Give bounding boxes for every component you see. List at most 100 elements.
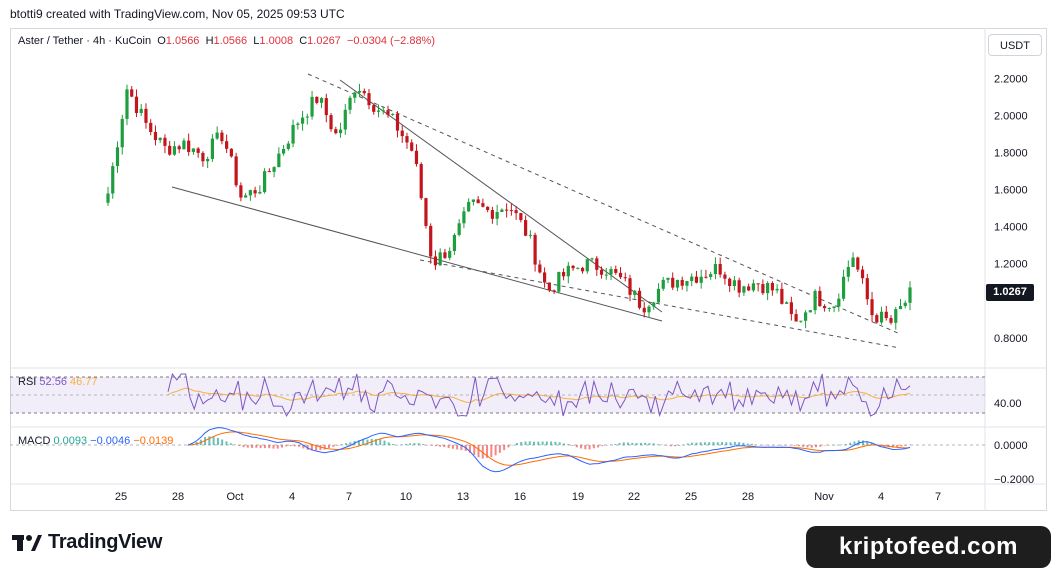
last-price-badge: 1.0267 xyxy=(986,284,1034,301)
candle-body xyxy=(766,282,770,294)
candle-body xyxy=(130,89,134,97)
macd-histogram-bar xyxy=(763,445,766,446)
candle-body xyxy=(505,209,509,211)
candle-body xyxy=(196,148,200,153)
macd-tick-label: −0.2000 xyxy=(994,474,1034,486)
macd-histogram-bar xyxy=(310,445,313,451)
candle-body xyxy=(656,288,661,303)
macd-histogram-bar xyxy=(644,442,647,445)
candle-body xyxy=(561,272,566,277)
macd-histogram-bar xyxy=(896,445,899,448)
macd-histogram-bar xyxy=(712,442,715,445)
candle-body xyxy=(457,223,461,235)
close-value: 1.0267 xyxy=(307,35,341,47)
macd-histogram-bar xyxy=(789,445,792,446)
candle-body xyxy=(761,284,765,294)
candle-body xyxy=(177,146,181,150)
candle-body xyxy=(281,148,286,154)
currency-button[interactable]: USDT xyxy=(988,34,1042,56)
macd-histogram-bar xyxy=(413,443,416,445)
tradingview-logo-icon xyxy=(12,534,42,552)
candle-body xyxy=(348,97,352,110)
macd-histogram-bar xyxy=(216,437,219,445)
candle-body xyxy=(395,113,400,131)
macd-histogram-bar xyxy=(443,445,446,447)
macd-histogram-bar xyxy=(524,441,527,445)
macd-histogram-bar xyxy=(242,445,245,448)
macd-histogram-bar xyxy=(345,443,348,445)
candle-body xyxy=(704,276,708,278)
macd-histogram-bar xyxy=(498,445,501,453)
macd-histogram-bar xyxy=(336,445,339,446)
candle-body xyxy=(305,116,309,118)
macd-histogram-bar xyxy=(797,445,800,447)
macd-histogram-bar xyxy=(674,445,677,447)
candle-body xyxy=(111,166,115,194)
candle-body xyxy=(300,117,305,124)
time-tick-label: 19 xyxy=(572,491,584,503)
macd-histogram-bar xyxy=(562,443,565,445)
macd-histogram-bar xyxy=(362,439,365,445)
macd-histogram-bar xyxy=(614,444,617,445)
candle-body xyxy=(566,265,570,277)
candle-body xyxy=(808,310,812,313)
symbol-name[interactable]: Aster / Tether · 4h · KuCoin xyxy=(18,35,152,47)
macd-histogram-bar xyxy=(473,445,476,455)
price-tick-label: 2.2000 xyxy=(994,74,1028,86)
macd-histogram-bar xyxy=(340,444,343,445)
candle-body xyxy=(661,279,665,289)
candle-body xyxy=(201,152,205,162)
candle-body xyxy=(732,280,737,287)
candle-body xyxy=(120,118,124,148)
time-tick-label: 25 xyxy=(115,491,127,503)
candle-body xyxy=(158,137,162,141)
candle-body xyxy=(846,266,850,277)
macd-histogram-bar xyxy=(550,441,553,445)
macd-histogram-bar xyxy=(738,442,741,445)
macd-histogram-bar xyxy=(746,443,749,445)
macd-histogram-bar xyxy=(490,445,493,457)
macd-histogram-bar xyxy=(627,442,630,445)
time-tick-label: 28 xyxy=(172,491,184,503)
macd-line xyxy=(187,427,911,473)
candle-body xyxy=(490,210,494,219)
candle-body xyxy=(286,143,290,149)
candle-body xyxy=(789,302,793,315)
macd-histogram-bar xyxy=(332,445,335,447)
rsi-ma-value: 46.77 xyxy=(70,376,98,388)
macd-histogram-bar xyxy=(379,439,382,445)
candle-body xyxy=(908,287,912,303)
candle-body xyxy=(225,141,229,149)
macd-histogram-bar xyxy=(541,441,544,445)
macd-histogram-bar xyxy=(862,440,865,445)
macd-histogram-bar xyxy=(421,444,424,445)
macd-histogram-bar xyxy=(849,442,852,445)
candle-body xyxy=(424,198,428,226)
candle-body xyxy=(851,257,855,267)
candle-body xyxy=(870,299,874,316)
macd-histogram-bar xyxy=(742,442,745,445)
candle-body xyxy=(557,272,561,292)
candle-body xyxy=(405,136,409,143)
candle-body xyxy=(685,281,689,286)
candle-body xyxy=(163,137,167,146)
symbol-legend: Aster / Tether · 4h · KuCoin O1.0566 H1.… xyxy=(18,35,435,47)
candle-body xyxy=(728,278,732,287)
time-tick-label: 22 xyxy=(628,491,640,503)
macd-histogram-bar xyxy=(263,445,266,449)
macd-histogram-bar xyxy=(229,443,232,445)
time-tick-label: 7 xyxy=(346,491,352,503)
macd-histogram-bar xyxy=(554,441,557,445)
macd-histogram-bar xyxy=(725,442,728,445)
candle-body xyxy=(229,148,233,157)
candle-body xyxy=(747,286,751,291)
channel-upper-dashed xyxy=(307,73,901,335)
time-tick-label: 4 xyxy=(289,491,295,503)
candle-body xyxy=(580,267,585,272)
candle-body xyxy=(756,283,760,285)
macd-histogram-bar xyxy=(238,445,241,446)
candle-body xyxy=(595,258,599,270)
candle-body xyxy=(856,257,860,270)
candle-body xyxy=(253,190,257,194)
